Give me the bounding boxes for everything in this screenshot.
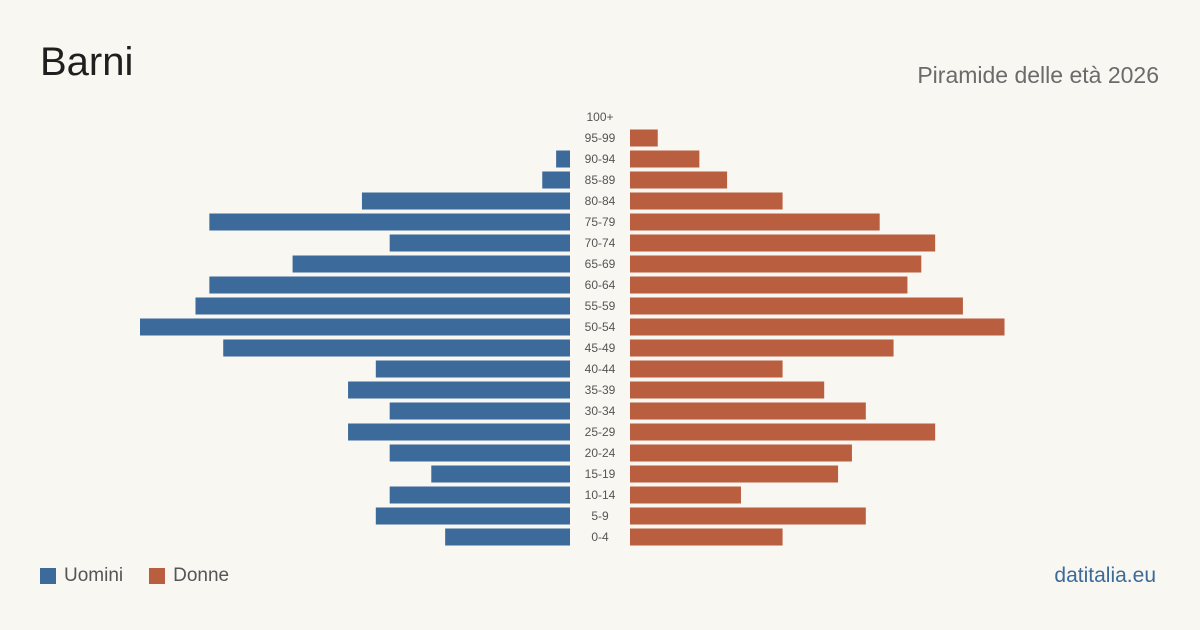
- bar-male-0-4: [445, 528, 570, 546]
- bar-female-90-94: [630, 150, 700, 168]
- age-label-95-99: 95-99: [585, 131, 616, 145]
- age-label-75-79: 75-79: [585, 215, 616, 229]
- bar-male-40-44: [375, 360, 570, 378]
- age-label-20-24: 20-24: [585, 446, 616, 460]
- bar-female-15-19: [630, 465, 839, 483]
- legend-label-male: Uomini: [64, 565, 124, 586]
- legend-label-female: Donne: [173, 565, 230, 586]
- bar-female-85-89: [630, 171, 728, 189]
- bar-female-5-9: [630, 507, 866, 525]
- bar-male-70-74: [389, 234, 570, 252]
- age-label-65-69: 65-69: [585, 257, 616, 271]
- age-label-35-39: 35-39: [585, 383, 616, 397]
- age-label-30-34: 30-34: [585, 404, 616, 418]
- bar-male-15-19: [431, 465, 570, 483]
- age-label-25-29: 25-29: [585, 425, 616, 439]
- age-label-10-14: 10-14: [585, 488, 616, 502]
- population-pyramid-chart: 100+ 95-99 90-94 85-89 80-84 75-79 70-74 65-69 6…: [140, 110, 1005, 546]
- chart-title: Barni: [40, 40, 134, 84]
- bar-male-5-9: [375, 507, 570, 525]
- bar-male-80-84: [361, 192, 570, 210]
- bar-female-0-4: [630, 528, 783, 546]
- bar-male-30-34: [389, 402, 570, 420]
- age-label-90-94: 90-94: [585, 152, 616, 166]
- bar-male-55-59: [195, 297, 570, 315]
- age-label-40-44: 40-44: [585, 362, 616, 376]
- bar-female-95-99: [630, 129, 658, 147]
- bar-male-10-14: [389, 486, 570, 504]
- legend: Uomini Donne: [40, 565, 229, 587]
- legend-item-male: Uomini: [40, 565, 123, 587]
- age-label-85-89: 85-89: [585, 173, 616, 187]
- bar-male-50-54: [140, 318, 570, 336]
- age-label-5-9: 5-9: [591, 509, 609, 523]
- bar-female-70-74: [630, 234, 936, 252]
- bar-female-30-34: [630, 402, 866, 420]
- bar-male-20-24: [389, 444, 570, 462]
- bar-female-10-14: [630, 486, 741, 504]
- bar-male-35-39: [348, 381, 570, 399]
- age-label-80-84: 80-84: [585, 194, 616, 208]
- bar-male-45-49: [223, 339, 570, 357]
- bar-female-20-24: [630, 444, 852, 462]
- bar-female-40-44: [630, 360, 783, 378]
- bar-female-50-54: [630, 318, 1005, 336]
- bar-male-25-29: [348, 423, 570, 441]
- bar-male-60-64: [209, 276, 570, 294]
- bar-female-45-49: [630, 339, 894, 357]
- bar-female-35-39: [630, 381, 825, 399]
- bar-female-60-64: [630, 276, 908, 294]
- bar-female-75-79: [630, 213, 880, 231]
- age-label-0-4: 0-4: [591, 530, 609, 544]
- legend-swatch-female: [149, 568, 166, 584]
- bar-male-75-79: [209, 213, 570, 231]
- bar-male-65-69: [292, 255, 570, 273]
- age-label-70-74: 70-74: [585, 236, 616, 250]
- source-link[interactable]: datitalia.eu: [1054, 564, 1156, 587]
- age-label-45-49: 45-49: [585, 341, 616, 355]
- legend-item-female: Donne: [149, 565, 229, 587]
- bar-male-90-94: [556, 150, 570, 168]
- chart-subtitle: Piramide delle età 2026: [917, 62, 1159, 88]
- legend-swatch-male: [40, 568, 56, 584]
- bar-female-25-29: [630, 423, 936, 441]
- bar-female-65-69: [630, 255, 922, 273]
- age-label-15-19: 15-19: [585, 467, 616, 481]
- bar-female-80-84: [630, 192, 783, 210]
- bar-male-85-89: [542, 171, 570, 189]
- age-label-50-54: 50-54: [585, 320, 616, 334]
- age-label-55-59: 55-59: [585, 299, 616, 313]
- age-label-60-64: 60-64: [585, 278, 616, 292]
- age-label-100+: 100+: [586, 110, 613, 124]
- bar-female-55-59: [630, 297, 963, 315]
